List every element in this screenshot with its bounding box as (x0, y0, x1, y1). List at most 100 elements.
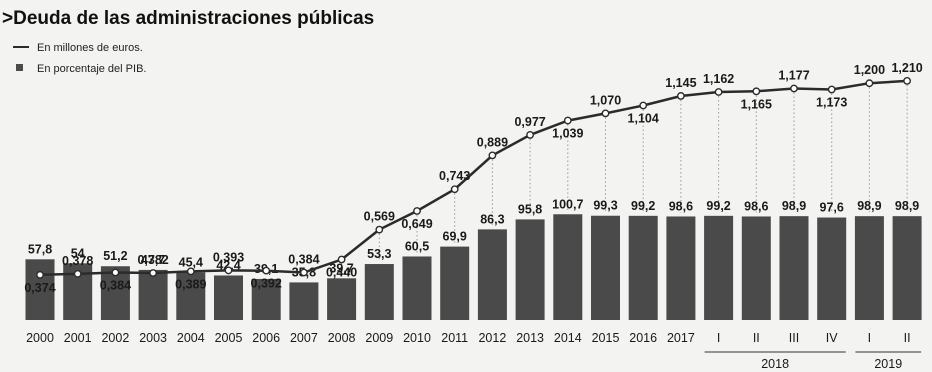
x-tick-label: 2007 (290, 331, 318, 345)
legend-bar-label: En porcentaje del PIB. (37, 63, 146, 75)
line-marker (677, 92, 685, 100)
x-tick-label: II (753, 331, 760, 345)
line-marker (186, 267, 195, 276)
bar (553, 214, 583, 320)
line-marker (903, 76, 911, 85)
line-value-label: 0,378 (62, 254, 93, 268)
dotted-guides (341, 84, 908, 275)
x-tick-label: 2004 (177, 331, 205, 345)
line-value-label: 0,889 (477, 135, 508, 149)
line-marker (224, 266, 233, 275)
x-tick-label: IV (826, 331, 838, 345)
bar (477, 229, 507, 320)
bar-value-label: 45,4 (179, 255, 203, 269)
line-marker (563, 116, 572, 125)
line-value-label: 0,384 (288, 253, 319, 267)
bar-value-label: 51,2 (103, 249, 127, 263)
x-tick-label: 2002 (101, 331, 129, 345)
line-value-label: 1,145 (665, 76, 696, 90)
line-value-label: 1,104 (628, 111, 659, 125)
line-value-label: 1,210 (891, 61, 922, 75)
bar-value-label: 97,6 (820, 201, 844, 215)
bar (854, 216, 884, 320)
line-value-label: 1,039 (552, 127, 583, 141)
year-group-label: 2018 (761, 357, 789, 371)
bar-value-label: 99,2 (706, 199, 730, 213)
bar-value-label: 98,9 (857, 199, 881, 213)
x-tick-label: I (717, 331, 720, 345)
line-marker (865, 79, 874, 88)
line-marker (752, 87, 761, 96)
bar (591, 215, 620, 320)
x-tick-label: 2013 (516, 331, 544, 345)
bar-value-label: 100,7 (552, 197, 583, 211)
bar (176, 272, 206, 320)
line-marker (149, 269, 158, 277)
x-tick-label: 2014 (554, 331, 582, 345)
bar-value-labels: 57,85451,247,745,442,439,135,839,753,360… (28, 197, 919, 279)
line-marker (299, 268, 308, 277)
line-value-labels: 0,374 0,378 0,384 0,382 0,389 0,393 0,392 0,384… (24, 61, 922, 295)
x-axis: 2000 2001 2002 2003 2004 2005 2006 2007 2008 2009… (26, 331, 922, 371)
bar-value-label: 57,8 (28, 242, 52, 256)
x-tick-label: I (868, 331, 871, 345)
x-tick-label: 2000 (26, 331, 54, 345)
line-marker (526, 131, 534, 139)
line-value-label: 1,070 (590, 93, 621, 107)
bar (289, 282, 319, 320)
bar-value-label: 95,8 (518, 202, 542, 216)
line-markers (36, 76, 911, 279)
legend-bar-swatch (16, 64, 23, 71)
line-value-label: 1,177 (778, 69, 809, 83)
line-marker (601, 109, 610, 118)
line-value-label: 0,649 (401, 217, 432, 231)
bar (402, 256, 432, 320)
year-group-label: 2019 (874, 357, 902, 371)
legend: En millones de euros. En porcentaje del … (13, 42, 146, 75)
line-marker (450, 185, 459, 194)
bar (779, 216, 809, 320)
debt-line (39, 79, 908, 277)
x-tick-label: 2015 (592, 331, 620, 345)
chart-header: >Deuda de las administraciones públicas (2, 8, 374, 29)
bar-value-label: 39,7 (329, 261, 353, 275)
line-value-label: 0,374 (24, 281, 55, 295)
line-value-label: 0,389 (175, 277, 206, 291)
x-tick-label: 2003 (139, 331, 167, 345)
bar-value-label: 98,6 (744, 199, 768, 213)
line-value-label: 0,569 (364, 210, 395, 224)
bars (25, 214, 922, 320)
line-marker (790, 84, 798, 93)
bar (364, 264, 394, 320)
line-value-label: 0,382 (137, 253, 168, 267)
line-value-label: 1,165 (741, 97, 772, 111)
bar (817, 217, 847, 320)
line-marker (111, 268, 120, 277)
line-value-label: 1,200 (854, 63, 885, 77)
line-marker (375, 225, 384, 234)
line-value-label: 0,440 (326, 266, 357, 280)
line-value-label: 0,977 (514, 115, 545, 129)
bar-value-label: 99,2 (631, 199, 655, 213)
bar-value-label: 98,9 (782, 199, 806, 213)
line-value-label: 1,173 (816, 95, 847, 109)
x-tick-label: 2017 (667, 331, 695, 345)
x-tick-label: 2009 (365, 331, 393, 345)
line-value-label: 0,392 (251, 277, 282, 291)
bar-value-label: 69,9 (443, 230, 467, 244)
bar (440, 246, 470, 320)
bar-value-label: 60,5 (405, 239, 429, 253)
x-tick-label: 2012 (478, 331, 506, 345)
bar (666, 216, 696, 320)
bar (327, 278, 357, 320)
bar (138, 269, 168, 320)
x-tick-label: 2001 (64, 331, 92, 345)
bar-value-label: 42,4 (216, 258, 240, 272)
bar (741, 216, 771, 320)
bar (628, 215, 658, 320)
x-tick-label: 2006 (252, 331, 280, 345)
bar (25, 259, 55, 320)
legend-line-label: En millones de euros. (37, 42, 143, 54)
bar (892, 216, 922, 320)
line-value-label: 0,743 (439, 169, 470, 183)
